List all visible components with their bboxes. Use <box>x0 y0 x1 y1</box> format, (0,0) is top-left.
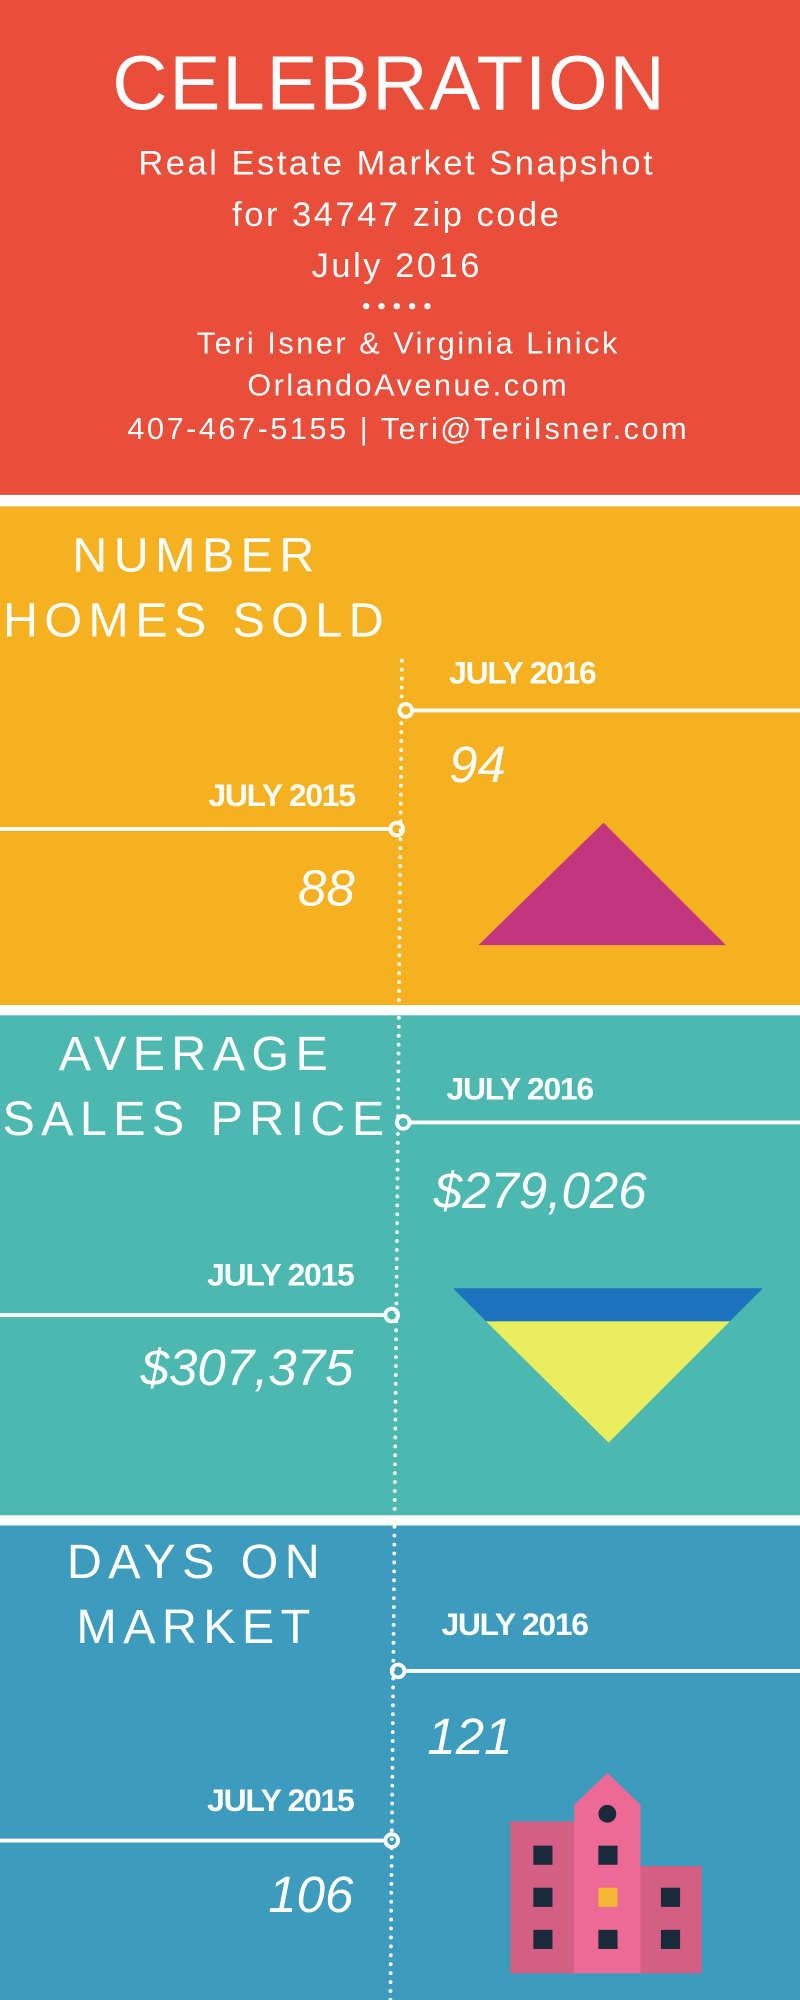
subtitle: July 2016 <box>312 247 482 285</box>
date-label: JULY 2016 <box>447 1070 594 1106</box>
value: 88 <box>298 860 355 917</box>
value: 106 <box>268 1866 354 1923</box>
timeline <box>388 658 404 2000</box>
down-triangle-band <box>452 1288 763 1322</box>
section-title: SALES PRICE <box>2 1092 390 1146</box>
date-label: JULY 2016 <box>449 655 596 691</box>
up-triangle <box>478 822 726 946</box>
down-triangle <box>486 1321 730 1443</box>
value: 94 <box>449 736 506 793</box>
value: $307,375 <box>140 1339 354 1396</box>
knob <box>383 1832 401 1849</box>
section-title: MARKET <box>76 1600 316 1654</box>
date-label: JULY 2015 <box>207 1257 354 1293</box>
contact: OrlandoAvenue.com <box>247 368 569 402</box>
contact: Teri Isner & Virginia Linick <box>197 326 620 360</box>
header-bg <box>0 0 800 495</box>
building-icon <box>510 1772 702 1974</box>
date-label: JULY 2016 <box>441 1606 588 1642</box>
section-title: NUMBER <box>72 528 320 582</box>
section-title: AVERAGE <box>59 1027 334 1081</box>
value: 121 <box>427 1708 512 1765</box>
date-label: JULY 2015 <box>208 777 355 813</box>
value: $279,026 <box>433 1162 647 1219</box>
title: CELEBRATION <box>112 42 673 127</box>
knob <box>388 820 406 838</box>
separator-dots <box>362 302 431 310</box>
knob <box>394 1114 412 1131</box>
knob <box>397 702 415 719</box>
date-label: JULY 2015 <box>207 1782 354 1818</box>
subtitle: Real Estate Market Snapshot <box>138 145 655 183</box>
section-bg <box>0 1015 800 1516</box>
contact: 407-467-5155 | Teri@TeriIsner.com <box>127 412 689 446</box>
section-title: DAYS ON <box>67 1535 326 1589</box>
knob <box>383 1306 401 1324</box>
subtitle: for 34747 zip code <box>232 196 561 234</box>
section-title: HOMES SOLD <box>3 593 390 647</box>
knob <box>389 1662 407 1680</box>
